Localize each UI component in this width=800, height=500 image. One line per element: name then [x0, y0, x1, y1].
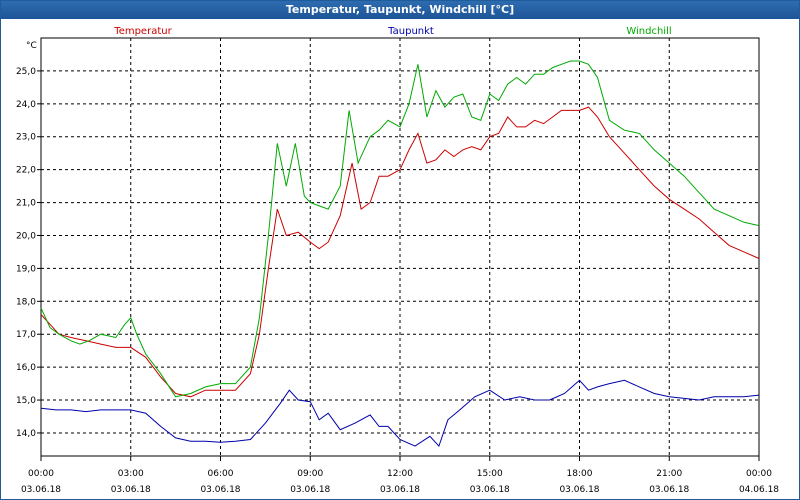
x-tick-date: 03.06.18 [470, 485, 510, 495]
x-tick-time: 03:00 [118, 469, 144, 479]
y-tick-label: 17,0 [16, 330, 36, 340]
x-tick-time: 18:00 [567, 469, 593, 479]
y-tick-label: 24,0 [16, 100, 36, 110]
x-axis-ticks: 00:00 03.06.18 03:00 03.06.18 06:00 03.06.18 0… [21, 456, 779, 495]
x-tick-time: 09:00 [297, 469, 323, 479]
x-tick-date: 03.06.18 [380, 485, 420, 495]
x-tick-time: 06:00 [208, 469, 234, 479]
y-tick-label: 20,0 [16, 231, 36, 241]
window-title: Temperatur, Taupunkt, Windchill [°C] [1, 1, 799, 19]
y-axis-label: °C [26, 41, 37, 51]
x-tick-date: 03.06.18 [200, 485, 240, 495]
y-tick-label: 18,0 [16, 297, 36, 307]
y-tick-label: 15,0 [16, 396, 36, 406]
legend-taupunkt: Taupunkt [387, 26, 434, 37]
grid-lines [41, 38, 759, 456]
y-tick-label: 14,0 [16, 429, 36, 439]
y-axis-ticks: 14,0 15,0 16,0 17,0 18,0 19,0 20,0 21,0 22,0 23,0… [16, 67, 41, 439]
series-lines [40, 60, 760, 448]
x-tick-time: 12:00 [387, 469, 413, 479]
x-tick-date: 03.06.18 [111, 485, 151, 495]
x-tick-time: 00:00 [746, 469, 772, 479]
y-tick-label: 21,0 [16, 199, 36, 209]
x-tick-date: 03.06.18 [21, 485, 61, 495]
series-line-windchill [40, 60, 760, 398]
series-line-taupunkt [40, 379, 760, 448]
y-tick-label: 25,0 [16, 67, 36, 77]
x-tick-date: 03.06.18 [559, 485, 599, 495]
legend-windchill: Windchill [626, 26, 671, 37]
x-tick-date: 04.06.18 [739, 485, 779, 495]
x-tick-date: 03.06.18 [649, 485, 689, 495]
legend-temperatur: Temperatur [113, 26, 172, 37]
x-tick-time: 15:00 [477, 469, 503, 479]
y-tick-label: 19,0 [16, 264, 36, 274]
y-tick-label: 23,0 [16, 133, 36, 143]
legend: Temperatur Taupunkt Windchill [113, 26, 671, 37]
y-tick-label: 16,0 [16, 363, 36, 373]
x-tick-time: 21:00 [656, 469, 682, 479]
x-tick-time: 00:00 [28, 469, 54, 479]
y-tick-label: 22,0 [16, 166, 36, 176]
x-tick-date: 03.06.18 [290, 485, 330, 495]
